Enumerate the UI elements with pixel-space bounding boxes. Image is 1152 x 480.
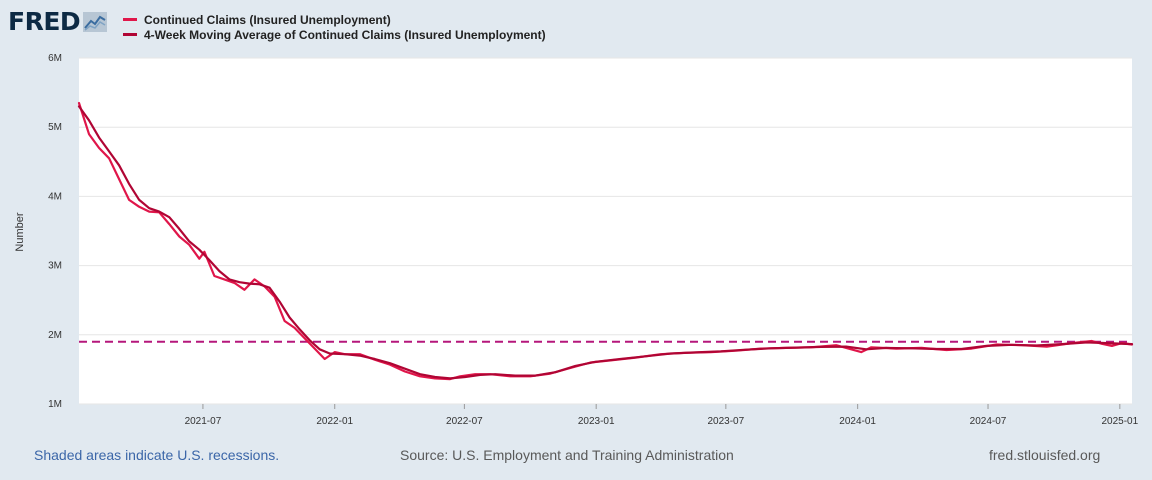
x-tick-label: 2022-07 <box>446 416 483 427</box>
x-tick-label: 2025-01 <box>1101 416 1138 427</box>
y-tick-labels: 1M 2M 3M 4M 5M 6M <box>48 53 62 410</box>
legend-swatch-continued-claims <box>123 18 137 21</box>
fred-logo-text: FRED <box>8 7 81 36</box>
x-tick-label: 2021-07 <box>185 416 222 427</box>
x-tick-label: 2022-01 <box>316 416 353 427</box>
y-tick-label: 6M <box>48 53 62 64</box>
legend-label-moving-average: 4-Week Moving Average of Continued Claim… <box>144 27 546 42</box>
recession-note-link[interactable]: Shaded areas indicate U.S. recessions. <box>34 447 280 463</box>
y-tick-label: 5M <box>48 122 62 133</box>
grid-lines <box>79 57 1132 405</box>
legend-label-continued-claims: Continued Claims (Insured Unemployment) <box>144 12 391 27</box>
legend-item-moving-average[interactable]: 4-Week Moving Average of Continued Claim… <box>123 27 546 42</box>
site-url[interactable]: fred.stlouisfed.org <box>989 447 1101 463</box>
x-tick-label: 2024-01 <box>839 416 876 427</box>
chart-legend: Continued Claims (Insured Unemployment) … <box>123 12 546 42</box>
plot-area <box>79 58 1132 404</box>
legend-item-continued-claims[interactable]: Continued Claims (Insured Unemployment) <box>123 12 546 27</box>
fred-logo[interactable]: FRED <box>8 7 108 36</box>
legend-swatch-moving-average <box>123 33 137 36</box>
chart-line-icon <box>83 11 108 32</box>
series-line-moving-average[interactable] <box>77 105 1134 380</box>
x-tick-label: 2023-07 <box>707 416 744 427</box>
source-text: Source: U.S. Employment and Training Adm… <box>400 447 734 463</box>
x-tick-label: 2024-07 <box>970 416 1007 427</box>
y-tick-label: 2M <box>48 330 62 341</box>
chart-canvas[interactable]: 1M 2M 3M 4M 5M 6M 2021-07 2022-01 2022-07 2023-0… <box>0 0 1152 440</box>
x-tick-labels: 2021-07 2022-01 2022-07 2023-01 2023-07 2024-… <box>185 404 1139 427</box>
y-tick-label: 1M <box>48 399 62 410</box>
x-tick-label: 2023-01 <box>578 416 615 427</box>
y-tick-label: 4M <box>48 191 62 202</box>
y-tick-label: 3M <box>48 261 62 272</box>
series-group <box>77 101 1134 381</box>
